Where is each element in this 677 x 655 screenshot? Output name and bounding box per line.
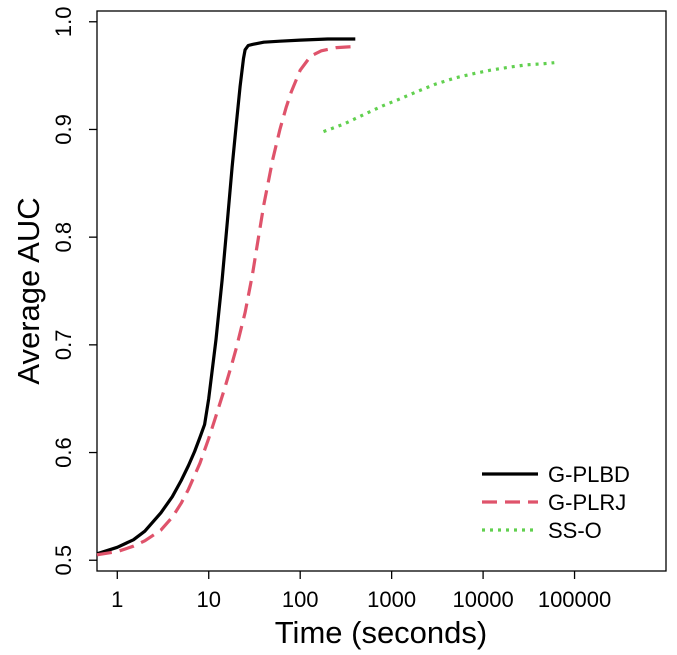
- y-tick-label: 0.5: [51, 545, 76, 576]
- plot-frame: [96, 10, 667, 572]
- legend-label: SS-O: [548, 518, 602, 543]
- x-tick-label: 10: [196, 587, 220, 612]
- y-tick-label: 1.0: [51, 6, 76, 37]
- legend-label: G-PLRJ: [548, 490, 626, 515]
- y-tick-label: 0.8: [51, 222, 76, 253]
- y-axis: 0.5 0.6 0.7 0.8 0.9 1.0: [51, 6, 97, 576]
- x-axis: 1 10 100 1000 10000 100000: [111, 571, 611, 612]
- series-layer: [96, 37, 555, 557]
- x-tick-label: 100: [282, 587, 319, 612]
- x-axis-title: Time (seconds): [275, 615, 487, 650]
- x-tick-label: 1000: [367, 587, 416, 612]
- y-tick-label: 0.6: [51, 437, 76, 468]
- series-line-ss-o: [322, 61, 555, 134]
- x-tick-label: 1: [111, 587, 123, 612]
- y-axis-title: Average AUC: [11, 197, 46, 384]
- legend-label: G-PLBD: [548, 462, 630, 487]
- x-tick-label: 10000: [453, 587, 514, 612]
- y-tick-label: 0.7: [51, 330, 76, 361]
- legend: G-PLBD G-PLRJ SS-O: [482, 462, 630, 543]
- x-tick-label: 100000: [538, 587, 611, 612]
- y-tick-label: 0.9: [51, 114, 76, 145]
- series-line-g-plbd: [96, 37, 356, 556]
- series-line-g-plrj: [96, 44, 356, 557]
